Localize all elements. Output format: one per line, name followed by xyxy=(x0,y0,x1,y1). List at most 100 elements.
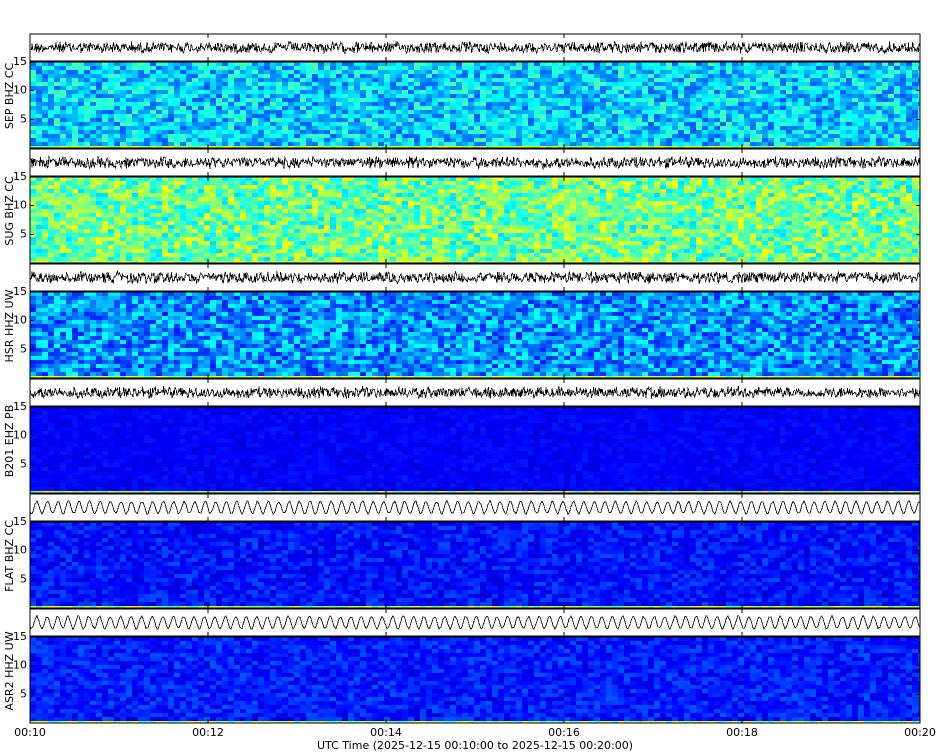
spectrogram-cell xyxy=(858,217,864,221)
spectrogram-cell xyxy=(66,66,72,70)
spectrogram-cell xyxy=(360,197,366,201)
spectrogram-cell xyxy=(408,62,414,66)
spectrogram-cell xyxy=(54,86,60,90)
spectrogram-cell xyxy=(834,177,840,181)
spectrogram-cell xyxy=(858,205,864,209)
spectrogram-cell xyxy=(348,209,354,213)
spectrogram-cell xyxy=(420,110,426,114)
spectrogram-cell xyxy=(354,110,360,114)
spectrogram-cell xyxy=(456,62,462,66)
spectrogram-cell xyxy=(882,209,888,213)
spectrogram-cell xyxy=(66,217,72,221)
spectrogram-cell xyxy=(276,185,282,189)
spectrogram-cell xyxy=(486,70,492,74)
spectrogram-cell xyxy=(84,213,90,217)
spectrogram-cell xyxy=(612,126,618,130)
spectrogram-cell xyxy=(156,221,162,225)
spectrogram-cell xyxy=(234,142,240,146)
spectrogram-cell xyxy=(96,189,102,193)
spectrogram-cell xyxy=(672,70,678,74)
spectrogram-cell xyxy=(324,94,330,98)
spectrogram-cell xyxy=(198,201,204,205)
spectrogram-cell xyxy=(660,201,666,205)
spectrogram-cell xyxy=(594,185,600,189)
spectrogram-cell xyxy=(396,122,402,126)
spectrogram-cell xyxy=(696,86,702,90)
spectrogram-cell xyxy=(798,78,804,82)
spectrogram-cell xyxy=(912,62,918,66)
spectrogram-cell xyxy=(768,201,774,205)
spectrogram-cell xyxy=(228,118,234,122)
spectrogram-cell xyxy=(870,201,876,205)
spectrogram-cell xyxy=(408,134,414,138)
spectrogram-cell xyxy=(336,213,342,217)
spectrogram-cell xyxy=(624,185,630,189)
spectrogram-cell xyxy=(402,62,408,66)
spectrogram-cell xyxy=(336,94,342,98)
spectrogram-cell xyxy=(624,118,630,122)
spectrogram-cell xyxy=(594,106,600,110)
spectrogram-cell xyxy=(72,114,78,118)
spectrogram-cell xyxy=(126,209,132,213)
spectrogram-cell xyxy=(318,205,324,209)
spectrogram-cell xyxy=(618,130,624,134)
spectrogram-cell xyxy=(372,122,378,126)
spectrogram-cell xyxy=(216,86,222,90)
spectrogram-cell xyxy=(666,90,672,94)
spectrogram-cell xyxy=(636,90,642,94)
spectrogram-cell xyxy=(660,94,666,98)
spectrogram-cell xyxy=(132,205,138,209)
spectrogram-cell xyxy=(624,130,630,134)
spectrogram-cell xyxy=(870,74,876,78)
spectrogram-cell xyxy=(264,217,270,221)
spectrogram-cell xyxy=(708,66,714,70)
spectrogram-cell xyxy=(162,66,168,70)
spectrogram-cell xyxy=(780,122,786,126)
spectrogram-cell xyxy=(276,114,282,118)
spectrogram-cell xyxy=(516,185,522,189)
spectrogram-cell xyxy=(180,209,186,213)
spectrogram-cell xyxy=(852,134,858,138)
spectrogram-cell xyxy=(606,94,612,98)
spectrogram-cell xyxy=(900,94,906,98)
spectrogram-cell xyxy=(270,86,276,90)
spectrogram-cell xyxy=(672,78,678,82)
spectrogram-cell xyxy=(510,189,516,193)
spectrogram-cell xyxy=(702,86,708,90)
spectrogram-cell xyxy=(504,189,510,193)
spectrogram-cell xyxy=(264,177,270,181)
spectrogram-cell xyxy=(294,217,300,221)
spectrogram-cell xyxy=(474,90,480,94)
spectrogram-cell xyxy=(672,193,678,197)
spectrogram-cell xyxy=(690,181,696,185)
spectrogram-cell xyxy=(666,74,672,78)
spectrogram-cell xyxy=(660,66,666,70)
spectrogram-cell xyxy=(444,102,450,106)
spectrogram-cell xyxy=(738,130,744,134)
spectrogram-cell xyxy=(534,110,540,114)
spectrogram-cell xyxy=(510,78,516,82)
spectrogram-cell xyxy=(642,94,648,98)
spectrogram-cell xyxy=(600,189,606,193)
spectrogram-cell xyxy=(624,177,630,181)
spectrogram-cell xyxy=(594,78,600,82)
spectrogram-cell xyxy=(642,126,648,130)
spectrogram-cell xyxy=(624,94,630,98)
spectrogram-cell xyxy=(522,130,528,134)
spectrogram-cell xyxy=(138,217,144,221)
spectrogram-cell xyxy=(186,66,192,70)
spectrogram-cell xyxy=(234,177,240,181)
spectrogram-cell xyxy=(900,185,906,189)
spectrogram-cell xyxy=(606,82,612,86)
spectrogram-cell xyxy=(312,74,318,78)
spectrogram-cell xyxy=(54,102,60,106)
spectrogram-cell xyxy=(846,197,852,201)
spectrogram-cell xyxy=(138,221,144,225)
spectrogram-cell xyxy=(390,94,396,98)
spectrogram-cell xyxy=(306,70,312,74)
spectrogram-cell xyxy=(192,142,198,146)
spectrogram-cell xyxy=(702,94,708,98)
spectrogram-cell xyxy=(204,90,210,94)
spectrogram-cell xyxy=(678,138,684,142)
spectrogram-cell xyxy=(804,217,810,221)
